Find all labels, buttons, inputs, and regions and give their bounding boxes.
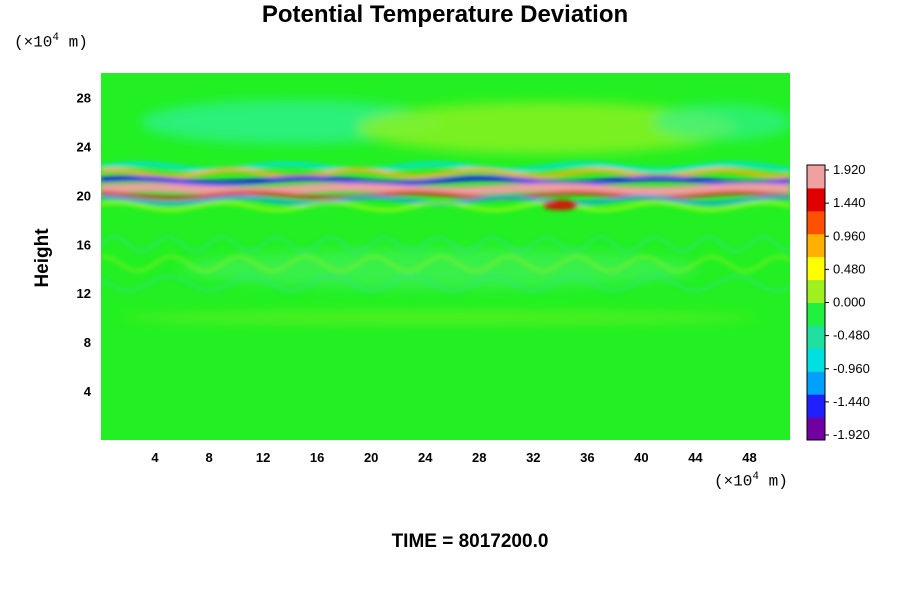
turbulence-wave: [101, 274, 790, 293]
time-label: TIME = 8017200.0: [391, 531, 549, 552]
y-tick-label: 8: [84, 335, 91, 350]
x-tick-label: 20: [364, 450, 378, 465]
x-tick-label: 44: [688, 450, 703, 465]
x-axis-unit: (×104 m): [714, 471, 788, 490]
colorbar-segment: [807, 187, 825, 212]
colorbar-label: 1.440: [833, 195, 866, 210]
colorbar: 1.920 1.440 0.960 0.480 0.000 -0.480 -0.960 -1.…: [806, 162, 870, 442]
x-tick-label: 32: [526, 450, 540, 465]
colorbar-segment: [807, 256, 825, 281]
field-patch: [652, 103, 790, 140]
colorbar-label: -0.480: [833, 328, 870, 343]
band-red-lower: [101, 190, 790, 200]
colorbar-segment: [807, 348, 825, 372]
field-turbulence-layer: [101, 235, 790, 293]
colorbar-label: 0.480: [833, 261, 866, 276]
colorbar-segment: [807, 394, 825, 418]
chart-title: Potential Temperature Deviation: [261, 1, 629, 28]
y-tick-label: 20: [77, 188, 91, 203]
y-tick-label: 4: [84, 384, 92, 399]
band-blue-upper: [101, 175, 790, 186]
colorbar-segment: [807, 210, 825, 235]
colorbar-label: -1.440: [833, 394, 870, 409]
turbulence-wave: [101, 254, 790, 273]
colorbar-segment: [807, 371, 825, 395]
y-tick-label: 24: [77, 139, 92, 154]
colorbar-segment: [807, 325, 825, 349]
x-tick-label: 8: [205, 450, 212, 465]
x-tick-label: 16: [310, 450, 324, 465]
y-unit-exponent: 4: [52, 32, 60, 44]
y-unit-suffix: m): [59, 33, 88, 52]
x-tick-label: 24: [418, 450, 433, 465]
x-tick-label: 12: [256, 450, 270, 465]
colorbar-label: 0.960: [833, 228, 866, 243]
x-unit-prefix: (×10: [714, 472, 753, 491]
colorbar-segment: [807, 302, 825, 326]
x-tick-label: 36: [580, 450, 594, 465]
band-yellow-upper: [101, 167, 790, 179]
y-tick-label: 12: [77, 286, 91, 301]
heatmap-field: [101, 73, 790, 440]
colorbar-label: -1.920: [833, 427, 870, 442]
field-patch: [118, 311, 759, 324]
turbulence-wave: [101, 235, 790, 254]
y-unit-prefix: (×10: [14, 33, 53, 52]
x-tick-label: 40: [634, 450, 648, 465]
field-band-layer: [101, 161, 790, 212]
field-soft-layer: [118, 99, 790, 324]
x-tick-label: 48: [742, 450, 756, 465]
band-pink-core: [101, 182, 790, 196]
colorbar-label: 0.000: [833, 295, 866, 310]
colorbar-label: -0.960: [833, 361, 870, 376]
band-yellow-lower: [101, 201, 790, 212]
colorbar-segment: [807, 279, 825, 303]
x-tick-label: 28: [472, 450, 486, 465]
colorbar-segment: [807, 417, 825, 441]
x-unit-exponent: 4: [752, 471, 760, 483]
y-axis-unit: (×104 m): [14, 32, 88, 51]
colorbar-segment: [807, 233, 825, 258]
field-patch: [356, 102, 737, 155]
colorbar-label: 1.920: [833, 162, 866, 177]
colorbar-segment: [807, 165, 825, 189]
y-tick-label: 16: [77, 237, 91, 252]
x-tick-label: 4: [151, 450, 159, 465]
x-unit-suffix: m): [759, 472, 788, 491]
y-tick-label: 28: [77, 90, 91, 105]
band-red-blob: [542, 200, 579, 211]
